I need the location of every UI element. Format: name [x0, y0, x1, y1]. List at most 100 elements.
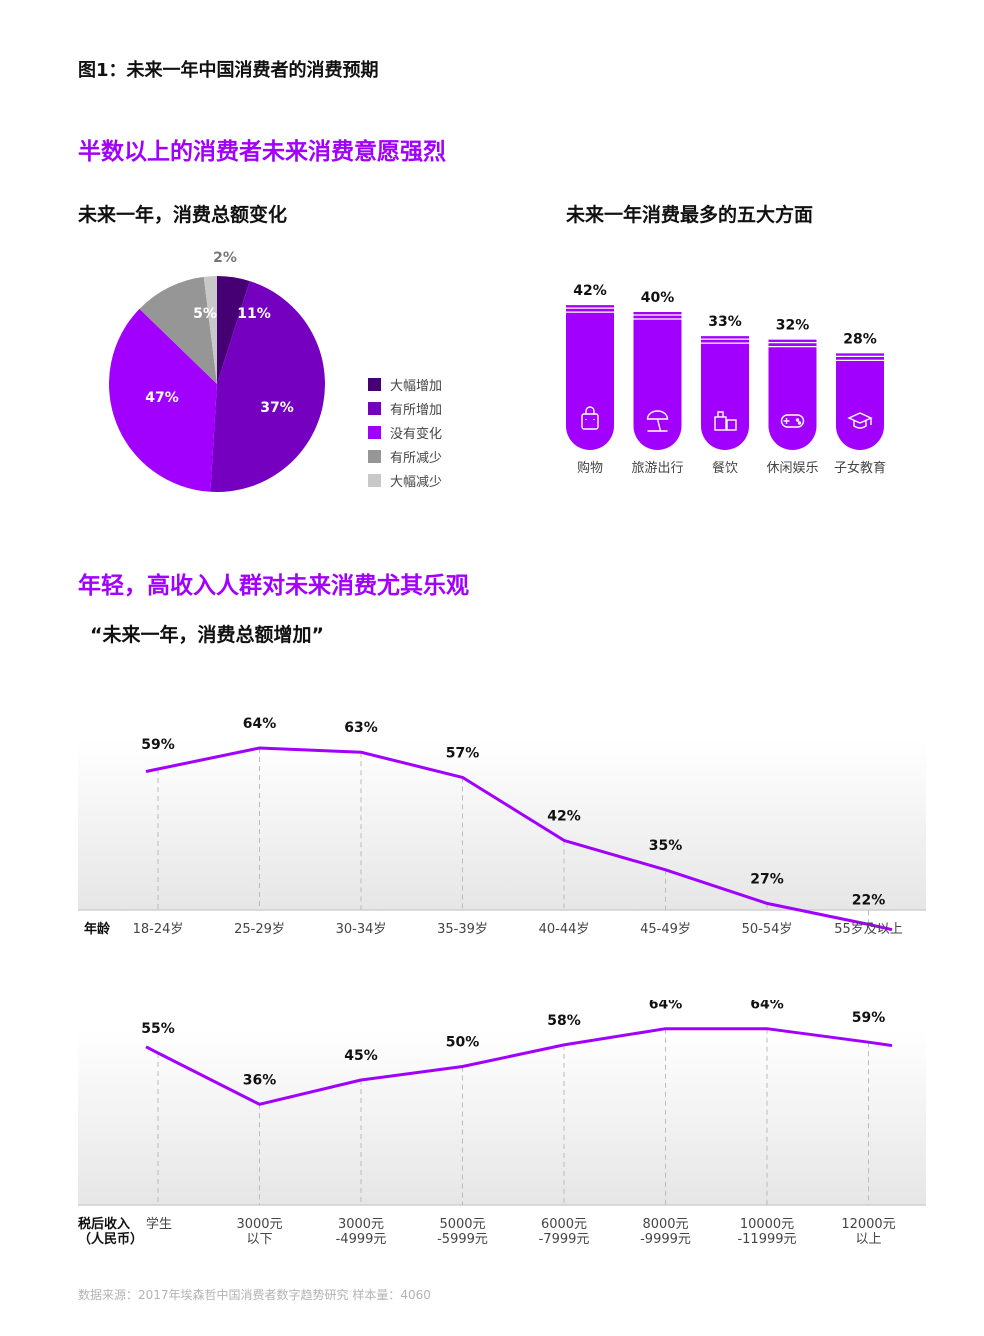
pie-slice-label: 11%	[237, 306, 271, 322]
bar-chart-title: 未来一年消费最多的五大方面	[566, 204, 814, 226]
point-value-label: 58%	[547, 1013, 581, 1029]
legend-swatch	[368, 473, 381, 487]
x-tick-label: 学生	[146, 1216, 172, 1232]
bar-category-label: 餐饮	[712, 460, 738, 476]
section-heading-1: 半数以上的消费者未来消费意愿强烈	[78, 139, 446, 165]
line-chart-title: “未来一年，消费总额增加”	[90, 624, 324, 646]
bar-category-label: 子女教育	[834, 460, 886, 476]
bar-category-label: 旅游出行	[631, 461, 683, 476]
point-value-label: 55%	[141, 1021, 175, 1037]
legend-label: 大幅增加	[390, 378, 443, 394]
pie-slice-label: 2%	[213, 250, 237, 266]
age-line-chart: 59% 64% 63% 57% 42% 35% 27% 22% 年龄 18-24岁 25-29岁 30…	[78, 716, 926, 937]
point-value-label: 42%	[547, 808, 581, 824]
pie-legend: 大幅增加有所增加没有变化有所减少大幅减少	[368, 372, 442, 492]
gamepad-icon	[780, 414, 805, 428]
income-line-chart: 55% 36% 45% 50% 58% 64% 64% 59% 税后收入（人民币）学生 3000元…	[78, 1000, 926, 1247]
x-tick-label: 45-49岁	[640, 922, 691, 937]
legend-label: 有所增加	[390, 402, 443, 418]
plot-background	[78, 740, 926, 910]
x-tick-label: 6000元	[541, 1217, 587, 1232]
point-value-label: 45%	[344, 1048, 378, 1064]
plot-background	[78, 1030, 926, 1205]
legend-item: 大幅减少	[368, 468, 442, 492]
legend-label: 有所减少	[390, 450, 443, 466]
series-line	[145, 1027, 893, 1106]
food-bags-icon	[714, 411, 737, 431]
legend-swatch	[368, 449, 381, 463]
x-tick-label: -11999元	[737, 1232, 796, 1247]
point-value-label: 22%	[852, 892, 886, 908]
x-tick-label: -4999元	[336, 1232, 387, 1247]
pie-slice-label: 5%	[193, 306, 217, 322]
point-value-label: 64%	[649, 1000, 683, 1013]
point-value-label: 64%	[750, 1000, 784, 1013]
point-value-label: 59%	[852, 1010, 886, 1026]
legend-item: 有所减少	[368, 444, 442, 468]
pie-slice-label: 37%	[260, 400, 294, 416]
pie-slice	[139, 276, 217, 384]
bar	[768, 339, 817, 450]
legend-item: 有所增加	[368, 396, 442, 420]
bar	[701, 336, 749, 450]
x-tick-label: 8000元	[642, 1217, 688, 1232]
x-tick-label: 40-44岁	[539, 922, 590, 937]
bar	[633, 312, 682, 450]
x-tick-label: 10000元	[740, 1217, 794, 1232]
x-tick-label: 3000元	[236, 1217, 282, 1232]
legend-swatch	[368, 401, 381, 415]
bar-value-label: 28%	[843, 331, 877, 347]
pie-slice	[109, 308, 217, 492]
x-axis-title: （人民币）	[78, 1231, 143, 1247]
pie-slice	[203, 276, 217, 384]
bar-value-label: 40%	[641, 290, 675, 306]
legend-label: 没有变化	[390, 426, 443, 442]
x-axis-title: 年龄	[84, 921, 111, 937]
x-tick-label: 35-39岁	[437, 922, 488, 937]
shopping-bag-icon	[581, 406, 599, 430]
x-tick-label: 25-29岁	[234, 922, 285, 937]
point-value-label: 64%	[243, 716, 277, 732]
figure-title: 图1：未来一年中国消费者的消费预期	[78, 60, 379, 81]
point-value-label: 57%	[446, 745, 480, 761]
x-tick-label: 3000元	[338, 1217, 384, 1232]
graduation-cap-icon	[847, 412, 873, 429]
bar-value-label: 32%	[776, 318, 810, 334]
bar-value-label: 42%	[573, 283, 607, 299]
point-value-label: 59%	[141, 737, 175, 753]
legend-swatch	[368, 377, 381, 391]
point-value-label: 50%	[446, 1035, 480, 1051]
legend-item: 没有变化	[368, 420, 442, 444]
legend-label: 大幅减少	[390, 474, 443, 490]
bar-chart: 42% 购物 40% 旅游出行 33% 餐饮 32% 休闲娱乐 28% 子女教育	[566, 283, 886, 476]
x-tick-label: 以下	[246, 1232, 272, 1247]
pie-chart: 5% 47% 37% 11% 2%	[109, 250, 325, 492]
x-tick-label: 55岁及以上	[834, 922, 903, 937]
x-tick-label: -5999元	[437, 1232, 488, 1247]
x-tick-label: 5000元	[439, 1217, 485, 1232]
pie-chart-title: 未来一年，消费总额变化	[78, 204, 288, 226]
x-tick-label: 以上	[855, 1232, 881, 1247]
bar-category-label: 购物	[577, 460, 603, 476]
legend-item: 大幅增加	[368, 372, 442, 396]
point-value-label: 63%	[344, 720, 378, 736]
x-tick-label: -7999元	[539, 1232, 590, 1247]
bar	[566, 305, 614, 450]
pie-slice	[217, 276, 250, 384]
x-tick-label: -9999元	[640, 1232, 691, 1247]
point-value-label: 36%	[243, 1072, 277, 1088]
beach-umbrella-icon	[646, 410, 669, 432]
x-tick-label: 18-24岁	[133, 922, 184, 937]
point-value-label: 35%	[649, 838, 683, 854]
source-note: 数据来源：2017年埃森哲中国消费者数字趋势研究 样本量：4060	[78, 1288, 431, 1302]
legend-swatch	[368, 425, 381, 439]
x-tick-label: 50-54岁	[742, 922, 793, 937]
bar	[836, 353, 884, 450]
x-axis-title: 税后收入	[78, 1216, 130, 1232]
point-value-label: 27%	[750, 871, 784, 887]
series-line	[145, 746, 893, 932]
bar-value-label: 33%	[708, 314, 742, 330]
pie-slice-label: 47%	[145, 390, 179, 406]
section-heading-2: 年轻，高收入人群对未来消费尤其乐观	[78, 573, 469, 599]
x-tick-label: 12000元	[841, 1217, 895, 1232]
